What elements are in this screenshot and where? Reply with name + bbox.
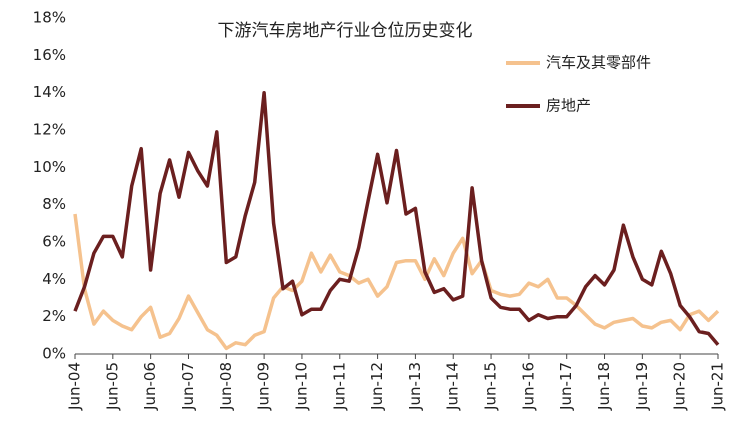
y-tick-label: 10% xyxy=(33,158,66,176)
x-tick-label: Jun-19 xyxy=(633,362,651,411)
x-tick-label: Jun-09 xyxy=(255,362,273,411)
x-tick-label: Jun-08 xyxy=(217,362,235,411)
x-tick-label: Jun-18 xyxy=(595,362,613,411)
x-tick-label: Jun-05 xyxy=(103,362,121,411)
x-tick-label: Jun-20 xyxy=(671,362,689,411)
y-tick-label: 8% xyxy=(42,195,66,213)
y-tick-label: 18% xyxy=(33,9,66,27)
line-series xyxy=(73,90,720,346)
x-tick-label: Jun-21 xyxy=(709,362,727,411)
x-tick-label: Jun-12 xyxy=(368,362,386,411)
x-tick-label: Jun-14 xyxy=(444,362,462,411)
y-tick-label: 0% xyxy=(42,345,66,363)
x-tick-label: Jun-11 xyxy=(330,362,348,411)
y-tick-label: 16% xyxy=(33,46,66,64)
y-tick-label: 2% xyxy=(42,307,66,325)
x-tick-label: Jun-07 xyxy=(179,362,197,411)
x-tick-label: Jun-06 xyxy=(141,362,159,411)
legend-label: 汽车及其零部件 xyxy=(546,54,651,72)
line-series xyxy=(73,213,720,351)
x-tick-label: Jun-16 xyxy=(519,362,537,411)
x-tick-label: Jun-17 xyxy=(557,362,575,411)
y-tick-label: 6% xyxy=(42,233,66,251)
chart-title: 下游汽车房地产行业仓位历史变化 xyxy=(218,21,473,41)
y-tick-label: 14% xyxy=(33,83,66,101)
x-tick-label: Jun-13 xyxy=(406,362,424,411)
x-tick-label: Jun-04 xyxy=(66,362,84,411)
x-tick-label: Jun-10 xyxy=(292,362,310,411)
y-tick-label: 12% xyxy=(33,121,66,139)
y-tick-label: 4% xyxy=(42,270,66,288)
x-tick-label: Jun-15 xyxy=(482,362,500,411)
legend-label: 房地产 xyxy=(546,97,591,115)
